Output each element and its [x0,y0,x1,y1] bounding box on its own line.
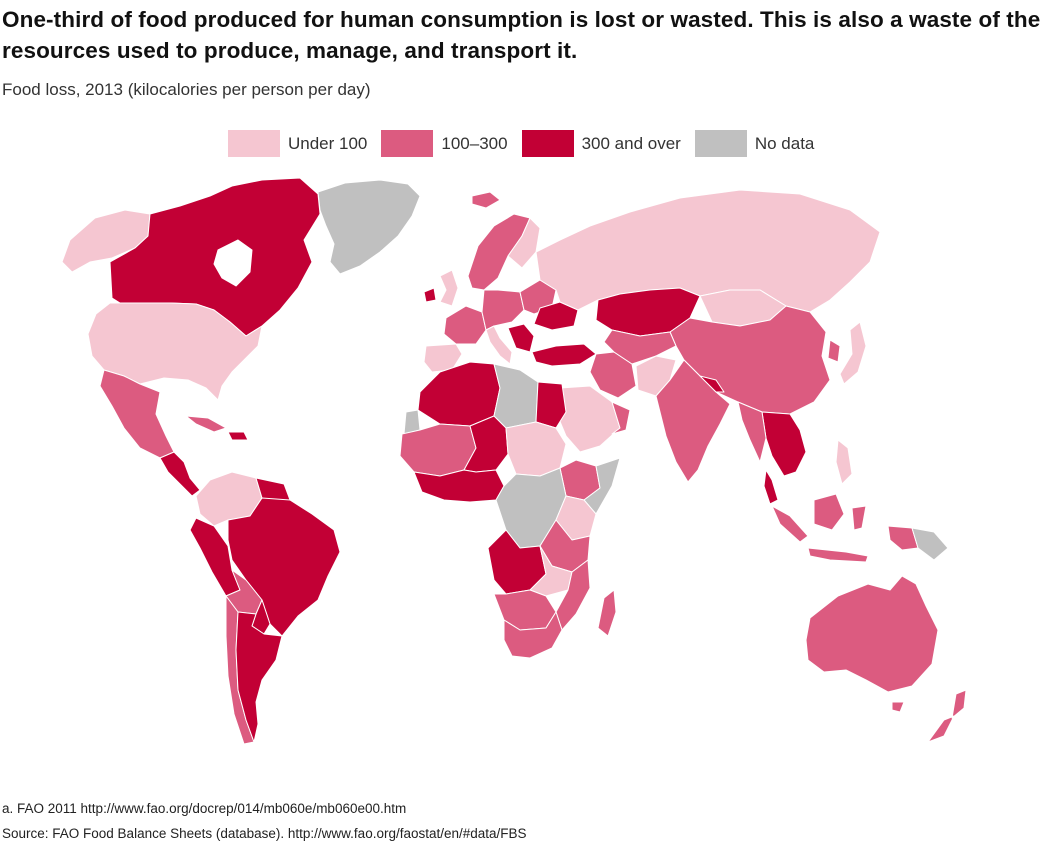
region-sudan [505,421,567,477]
region-madagascar [597,589,617,637]
region-france [443,305,487,345]
region-india [655,359,731,483]
region-papua [887,525,919,551]
legend-label-no-data: No data [754,133,815,153]
legend-item-under-100: Under 100 [228,130,367,157]
region-ireland [423,287,437,303]
region-balkans [507,323,535,353]
region-java [807,547,869,563]
legend-item-no-data: No data [694,130,815,157]
region-new-zealand [927,689,967,743]
legend-label-300-and-over: 300 and over [581,133,681,153]
footnote: a. FAO 2011 http://www.fao.org/docrep/01… [2,801,407,816]
region-greenland [317,179,421,275]
chart-subtitle: Food loss, 2013 (kilocalories per person… [2,80,371,99]
region-libya [493,363,539,429]
region-philippines [835,439,853,485]
region-italy [485,325,513,365]
region-argentina [235,611,283,743]
region-arabia [555,385,621,453]
region-japan [839,321,867,385]
region-cuba [185,415,227,433]
region-oman [611,401,631,435]
chart-title: One-third of food produced for human con… [2,7,1041,63]
region-usa [87,302,263,401]
region-sulawesi [851,505,867,531]
region-turkey [531,343,597,367]
legend-swatch-no-data [694,130,747,157]
region-mexico [99,369,175,459]
region-myanmar [737,401,767,463]
region-indochina [761,411,807,477]
region-mozambique [555,559,591,631]
region-egypt [535,381,567,429]
region-korea [827,339,841,363]
region-malay-peninsula [763,469,779,505]
region-uk [439,269,459,307]
region-south-africa [503,611,563,659]
world-map [61,177,967,745]
region-central-europe [481,289,525,331]
legend-swatch-100-300 [381,130,434,157]
legend-item-100-300: 100–300 [381,130,508,157]
source-note: Source: FAO Food Balance Sheets (databas… [2,826,527,841]
region-hispaniola [227,431,249,441]
region-canada [109,177,321,337]
legend-label-under-100: Under 100 [288,133,368,153]
region-australia [805,575,939,693]
region-sumatra [771,505,809,543]
region-brazil [227,497,341,637]
region-png [911,527,949,561]
region-tasmania [891,701,905,713]
legend-swatch-300-and-over [521,130,574,157]
region-morocco-algeria [417,361,501,427]
region-russia [535,189,881,313]
region-gulf-of-guinea [413,469,505,503]
region-finland [507,217,541,269]
legend-swatch-under-100 [228,130,280,157]
legend: Under 100 100–300 300 and over No data [228,130,828,157]
region-iceland [471,191,501,209]
legend-label-100-300: 100–300 [441,133,508,153]
region-zambia [529,545,573,597]
region-central-america [159,451,201,497]
legend-item-300-and-over: 300 and over [521,130,681,157]
region-borneo [813,493,845,531]
region-nepal [699,375,725,393]
region-hudson-bay [213,239,253,287]
